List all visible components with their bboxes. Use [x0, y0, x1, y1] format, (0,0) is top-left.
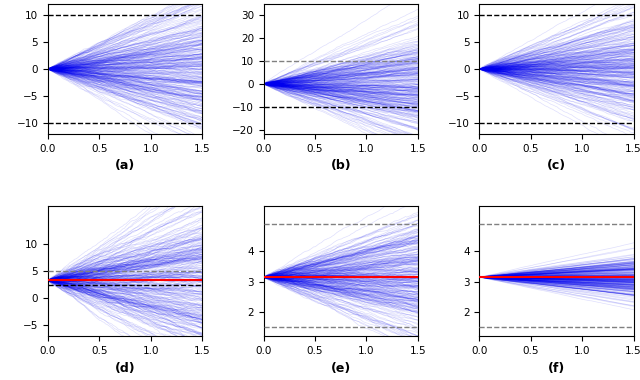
X-axis label: (c): (c) — [547, 160, 566, 173]
X-axis label: (a): (a) — [115, 160, 135, 173]
X-axis label: (e): (e) — [331, 362, 351, 375]
X-axis label: (d): (d) — [115, 362, 136, 375]
X-axis label: (b): (b) — [330, 160, 351, 173]
X-axis label: (f): (f) — [548, 362, 565, 375]
